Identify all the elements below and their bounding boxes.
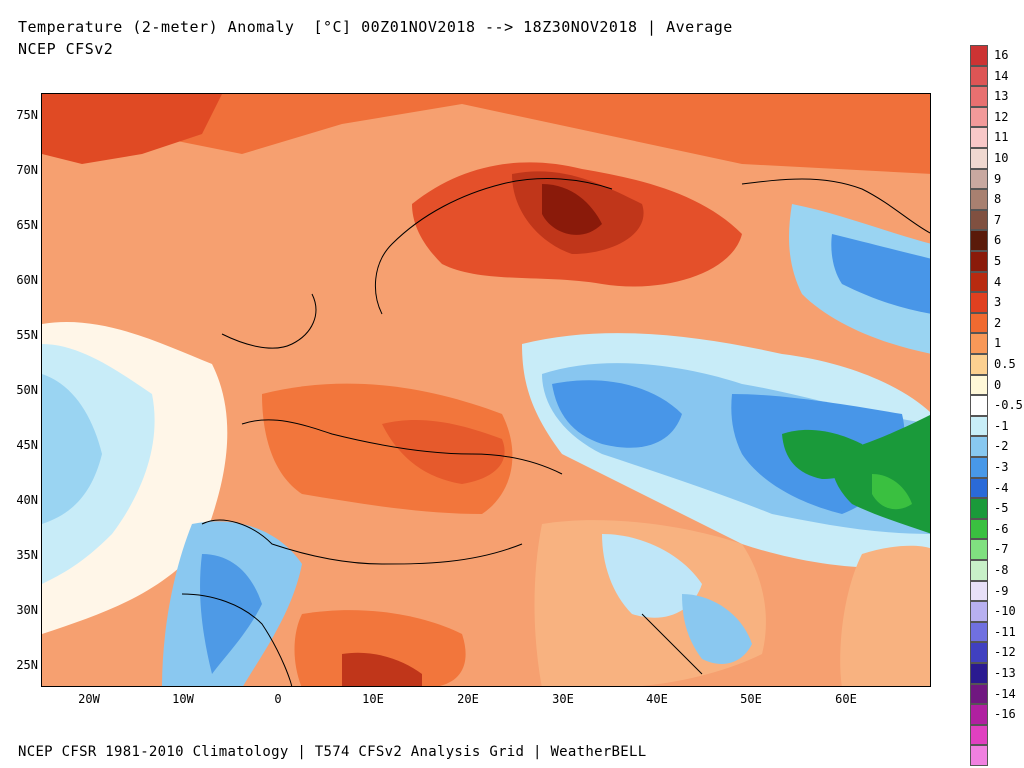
colorbar-label: 2 xyxy=(994,315,1002,330)
footer-credits: NCEP CFSR 1981-2010 Climatology | T574 C… xyxy=(18,744,647,760)
anomaly-map xyxy=(41,93,931,687)
lon-label: 40E xyxy=(646,692,668,706)
colorbar-label: 7 xyxy=(994,212,1002,227)
colorbar-swatch xyxy=(970,745,988,766)
colorbar-swatch xyxy=(970,209,988,231)
colorbar-swatch xyxy=(970,127,988,148)
colorbar-label: -1 xyxy=(994,418,1009,433)
colorbar-swatch xyxy=(970,601,988,622)
colorbar-label: -9 xyxy=(994,583,1009,598)
colorbar-label: -5 xyxy=(994,501,1009,516)
colorbar-swatch xyxy=(970,683,988,705)
lat-label: 30N xyxy=(16,603,38,617)
colorbar-label: 0 xyxy=(994,377,1002,392)
lat-label: 45N xyxy=(16,438,38,452)
colorbar-label: 13 xyxy=(994,89,1009,104)
colorbar-swatch xyxy=(970,374,988,396)
lon-label: 20W xyxy=(78,692,100,706)
colorbar-swatch xyxy=(970,189,988,210)
colorbar-label: 11 xyxy=(994,130,1009,145)
lon-label: 30E xyxy=(552,692,574,706)
colorbar-label: -8 xyxy=(994,563,1009,577)
colorbar-swatch xyxy=(970,333,988,354)
colorbar-swatch xyxy=(970,704,988,725)
colorbar-swatch xyxy=(970,724,988,746)
chart-title: Temperature (2-meter) Anomaly [°C] 00Z01… xyxy=(18,18,733,36)
colorbar-label: -10 xyxy=(994,604,1016,619)
colorbar-swatch xyxy=(970,477,988,499)
colorbar-label: 3 xyxy=(994,295,1002,310)
colorbar-swatch xyxy=(970,621,988,643)
colorbar-swatch xyxy=(970,580,988,602)
lat-label: 40N xyxy=(16,493,38,507)
colorbar-label: -6 xyxy=(994,521,1009,536)
colorbar-swatch xyxy=(970,539,988,560)
lat-label: 70N xyxy=(16,163,38,177)
colorbar-label: -3 xyxy=(994,460,1009,474)
lon-label: 20E xyxy=(457,692,479,706)
colorbar-label: -14 xyxy=(994,686,1016,701)
colorbar-swatch xyxy=(970,642,988,663)
colorbar-label: 6 xyxy=(994,233,1002,248)
colorbar-swatch xyxy=(970,168,988,190)
model-subtitle: NCEP CFSv2 xyxy=(18,40,114,58)
lat-label: 60N xyxy=(16,273,38,287)
lat-label: 55N xyxy=(16,328,38,342)
colorbar-swatch xyxy=(970,230,988,251)
colorbar-label: 12 xyxy=(994,109,1009,124)
colorbar-label: 4 xyxy=(994,274,1002,289)
colorbar-swatch xyxy=(970,312,988,334)
colorbar-label: 1 xyxy=(994,336,1002,351)
colorbar-label: -7 xyxy=(994,542,1009,557)
lon-label: 10E xyxy=(362,692,384,706)
colorbar-label: -13 xyxy=(994,666,1016,680)
colorbar-label: -0.5 xyxy=(994,398,1023,413)
colorbar-swatch xyxy=(970,86,988,107)
colorbar-swatch xyxy=(970,457,988,478)
colorbar-swatch xyxy=(970,292,988,313)
lat-label: 35N xyxy=(16,548,38,562)
colorbar-swatch xyxy=(970,106,988,128)
colorbar-swatch xyxy=(970,148,988,169)
colorbar-label: 16 xyxy=(994,48,1009,62)
colorbar-label: 10 xyxy=(994,151,1009,165)
colorbar-swatch xyxy=(970,271,988,293)
colorbar-swatch xyxy=(970,251,988,272)
colorbar-label: -16 xyxy=(994,707,1016,722)
colorbar-label: -12 xyxy=(994,645,1016,660)
colorbar-label: -2 xyxy=(994,439,1009,454)
colorbar-swatch xyxy=(970,395,988,416)
colorbar-label: -11 xyxy=(994,624,1016,639)
colorbar-label: -4 xyxy=(994,480,1009,495)
colorbar-label: 5 xyxy=(994,254,1002,268)
colorbar-swatch xyxy=(970,415,988,437)
colorbar-label: 0.5 xyxy=(994,357,1016,371)
colorbar-label: 9 xyxy=(994,171,1002,186)
colorbar-swatch xyxy=(970,65,988,87)
lat-label: 75N xyxy=(16,108,38,122)
colorbar-swatch xyxy=(970,354,988,375)
colorbar-label: 14 xyxy=(994,68,1009,83)
lat-label: 50N xyxy=(16,383,38,397)
colorbar-swatch xyxy=(970,560,988,581)
lon-label: 10W xyxy=(172,692,194,706)
lat-label: 65N xyxy=(16,218,38,232)
lon-label: 50E xyxy=(740,692,762,706)
colorbar-swatch xyxy=(970,45,988,66)
lat-label: 25N xyxy=(16,658,38,672)
colorbar-swatch xyxy=(970,518,988,540)
colorbar-swatch xyxy=(970,498,988,519)
colorbar-swatch xyxy=(970,436,988,457)
colorbar-label: 8 xyxy=(994,192,1002,207)
lon-label: 60E xyxy=(835,692,857,706)
colorbar-swatch xyxy=(970,663,988,684)
lon-label: 0 xyxy=(274,692,282,706)
